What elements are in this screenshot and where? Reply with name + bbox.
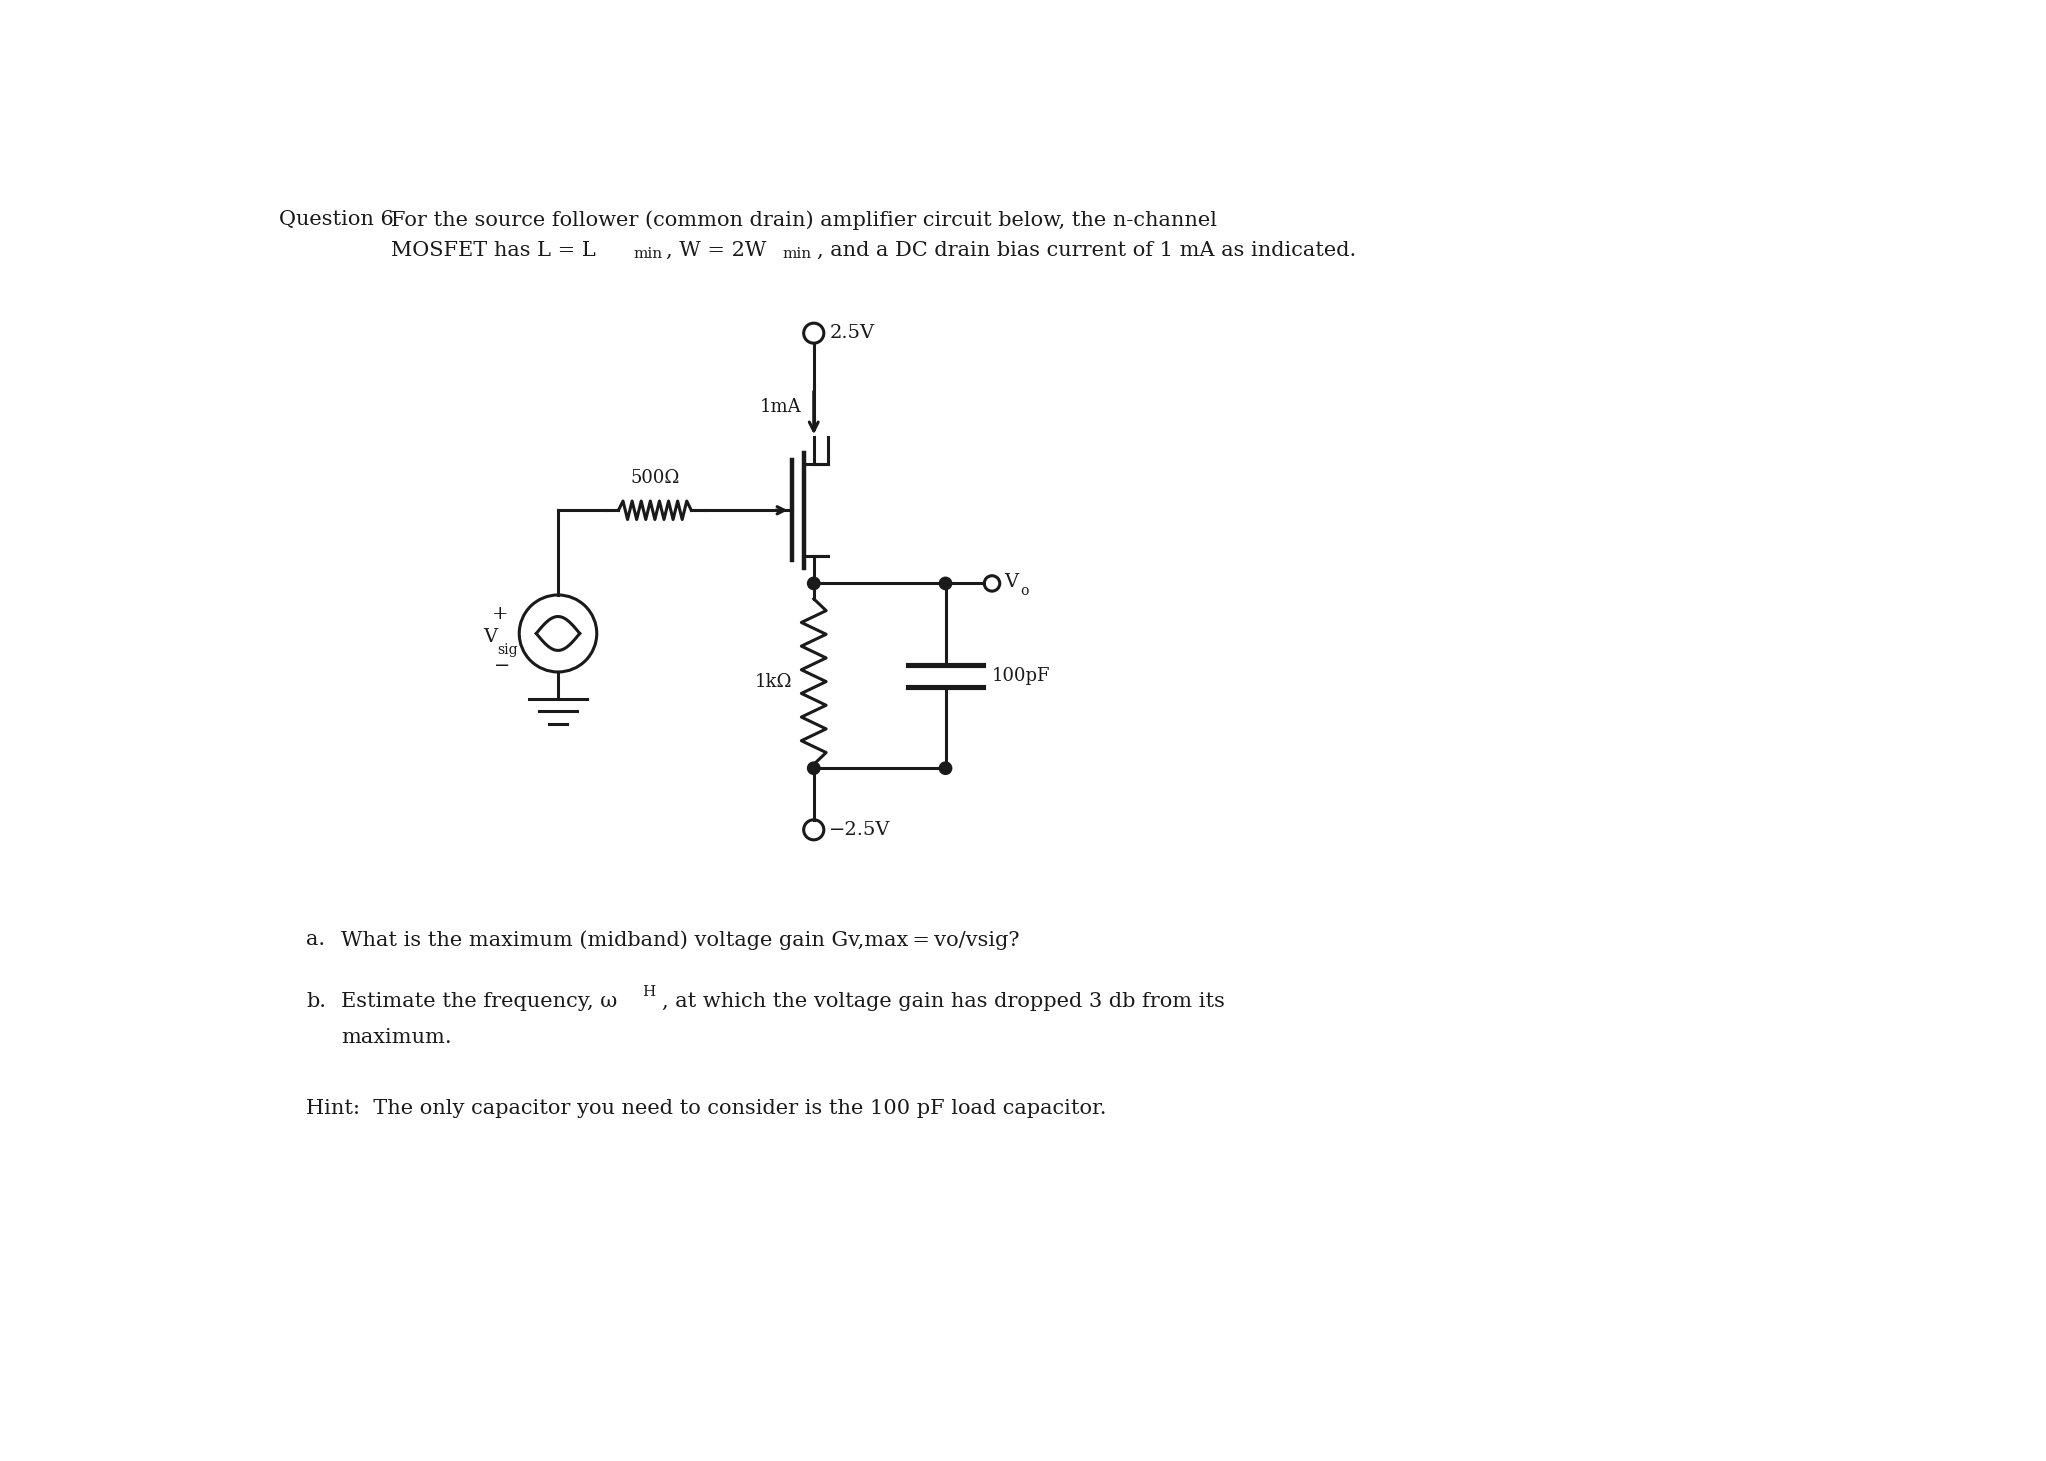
Circle shape xyxy=(808,763,820,774)
Text: 1kΩ: 1kΩ xyxy=(755,672,792,691)
Text: sig: sig xyxy=(497,643,518,657)
Text: , at which the voltage gain has dropped 3 db from its: , at which the voltage gain has dropped … xyxy=(661,992,1226,1011)
Text: Estimate the frequency, ω: Estimate the frequency, ω xyxy=(342,992,618,1011)
Text: What is the maximum (midband) voltage gain Gv,max = vo/vsig?: What is the maximum (midband) voltage ga… xyxy=(342,929,1019,950)
Text: b.: b. xyxy=(307,992,325,1011)
Text: Hint:  The only capacitor you need to consider is the 100 pF load capacitor.: Hint: The only capacitor you need to con… xyxy=(307,1099,1107,1118)
Text: 100pF: 100pF xyxy=(992,666,1050,685)
Circle shape xyxy=(939,763,951,774)
Text: , and a DC drain bias current of 1 mA as indicated.: , and a DC drain bias current of 1 mA as… xyxy=(816,241,1356,260)
Circle shape xyxy=(939,577,951,590)
Text: +: + xyxy=(491,605,507,624)
Text: , W = 2W: , W = 2W xyxy=(667,241,767,260)
Text: a.: a. xyxy=(307,929,325,950)
Text: min: min xyxy=(784,247,812,262)
Text: MOSFET has L = L: MOSFET has L = L xyxy=(391,241,595,260)
Text: maximum.: maximum. xyxy=(342,1029,452,1048)
Text: Question 6: Question 6 xyxy=(278,210,393,229)
Text: For the source follower (common drain) amplifier circuit below, the n-channel: For the source follower (common drain) a… xyxy=(391,210,1217,229)
Circle shape xyxy=(808,577,820,590)
Text: o: o xyxy=(1021,584,1029,598)
Text: 500Ω: 500Ω xyxy=(630,469,679,487)
Text: V: V xyxy=(1005,573,1019,590)
Text: −2.5V: −2.5V xyxy=(829,821,890,839)
Text: H: H xyxy=(642,985,655,999)
Text: −: − xyxy=(493,657,509,675)
Text: 2.5V: 2.5V xyxy=(829,324,874,342)
Text: 1mA: 1mA xyxy=(759,397,802,416)
Text: min: min xyxy=(632,247,663,262)
Text: V: V xyxy=(483,628,497,646)
